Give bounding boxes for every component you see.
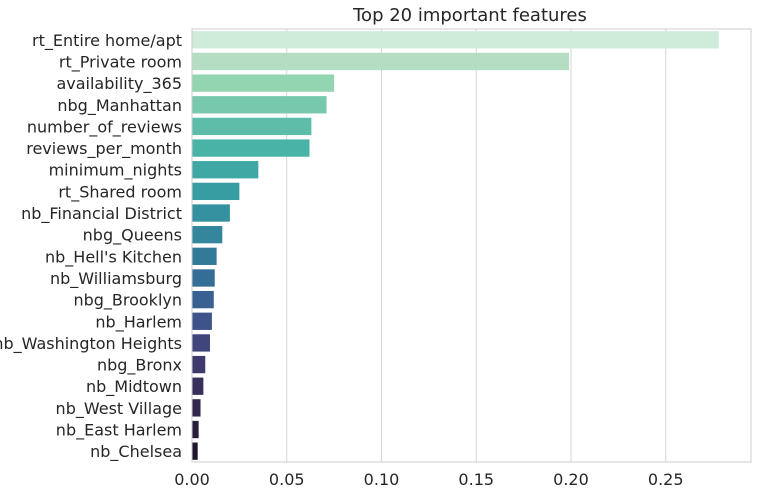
y-tick-label: nb_Washington Heights (0, 334, 182, 354)
grid-lines (191, 29, 667, 462)
bar (192, 355, 206, 374)
bar (192, 399, 201, 417)
plot-frame (191, 28, 752, 463)
y-tick-label: reviews_per_month (26, 139, 182, 159)
y-tick-label: nb_Hell's Kitchen (45, 247, 182, 267)
bar (192, 74, 335, 92)
bar (192, 96, 327, 114)
y-tick-label: nbg_Manhattan (57, 96, 182, 116)
bar (192, 117, 312, 136)
y-tick-label: nbg_Queens (83, 226, 182, 246)
x-tick-label: 0.25 (648, 470, 684, 489)
y-tick-label: nb_Midtown (86, 377, 182, 397)
bar (192, 334, 211, 352)
y-tick-label: number_of_reviews (27, 117, 182, 137)
y-tick-label: nb_Chelsea (90, 442, 182, 462)
bar (192, 247, 217, 265)
x-tick-labels: 0.00 0.05 0.10 0.15 0.20 0.25 (174, 470, 683, 489)
bar (192, 312, 212, 330)
bar (192, 442, 198, 460)
bar (192, 139, 310, 157)
y-tick-label: rt_Entire home/apt (32, 31, 182, 51)
y-tick-label: nb_Harlem (95, 312, 182, 332)
bars (192, 31, 719, 460)
bar (192, 420, 199, 439)
x-tick-label: 0.15 (458, 470, 494, 489)
bar (192, 290, 214, 309)
bar (192, 269, 215, 287)
bar (192, 182, 240, 201)
y-tick-label: nbg_Brooklyn (73, 291, 182, 311)
x-tick-label: 0.10 (364, 470, 400, 489)
y-tick-label: nb_Williamsburg (50, 269, 182, 289)
x-tick-label: 0.05 (269, 470, 305, 489)
bar (192, 52, 570, 71)
bar (192, 31, 719, 49)
x-tick-label: 0.20 (553, 470, 589, 489)
bar (192, 377, 204, 395)
bar (192, 204, 230, 222)
y-tick-label: rt_Shared room (58, 182, 182, 202)
chart-title: Top 20 important features (352, 5, 587, 26)
y-tick-label: nb_East Harlem (56, 421, 182, 441)
y-tick-label: rt_Private room (59, 52, 182, 72)
y-tick-label: nbg_Bronx (97, 356, 182, 376)
y-tick-label: nb_Financial District (21, 204, 182, 224)
y-tick-label: availability_365 (56, 74, 182, 94)
y-tick-label: nb_West Village (56, 399, 182, 419)
bar (192, 161, 259, 179)
y-tick-label: minimum_nights (49, 161, 182, 181)
x-tick-label: 0.00 (174, 470, 210, 489)
bar (192, 226, 223, 244)
